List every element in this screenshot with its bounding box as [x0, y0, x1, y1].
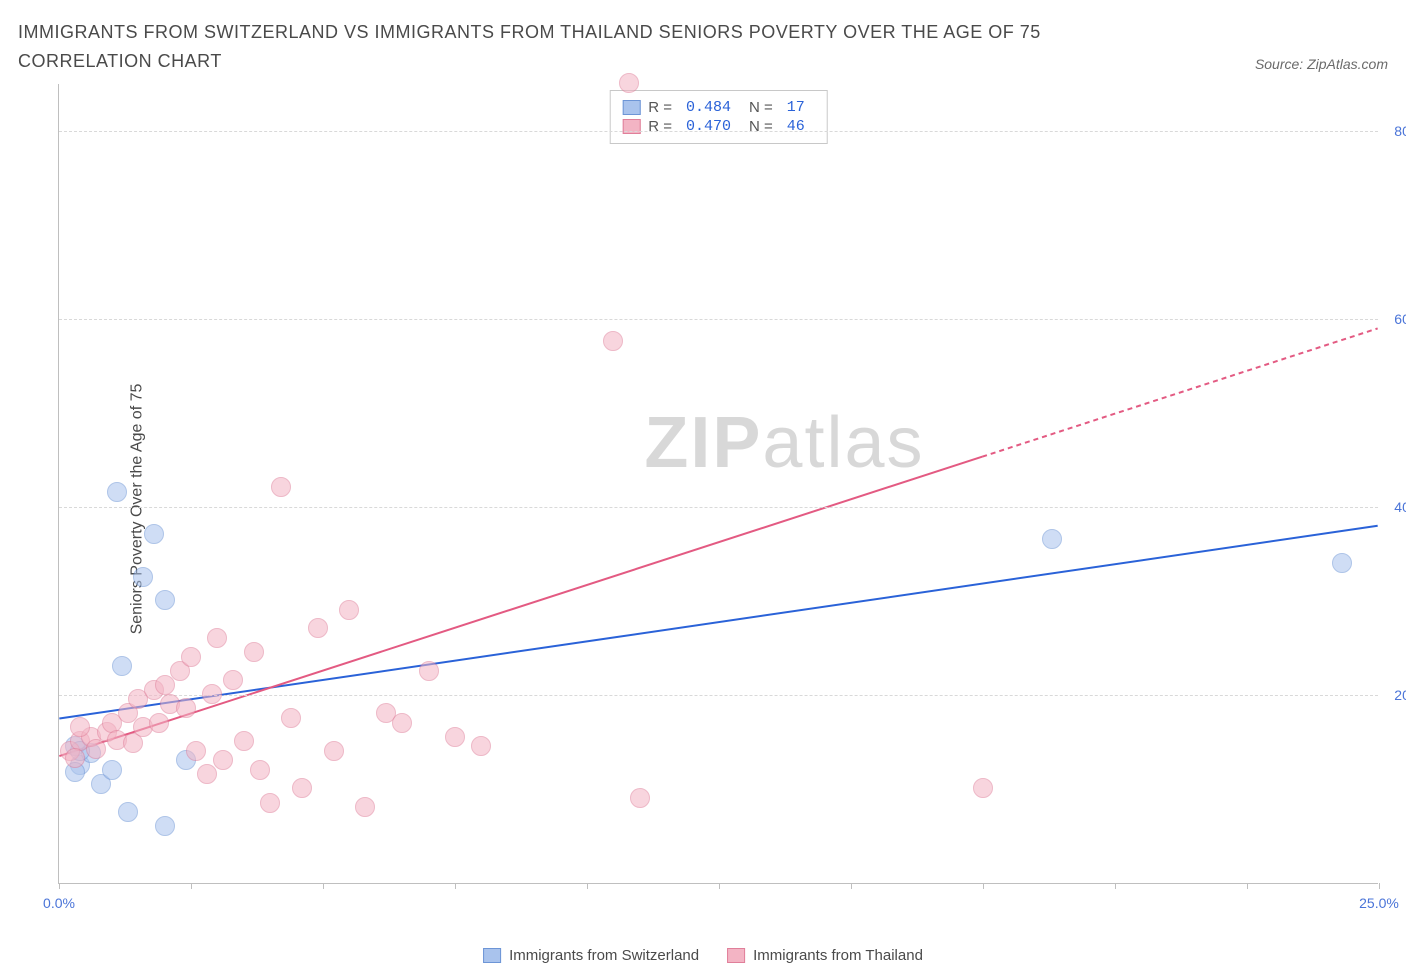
- data-point: [86, 739, 106, 759]
- stat-label: N =: [749, 99, 773, 116]
- legend-stats: R = 0.484 N = 17 R = 0.470 N = 46: [609, 90, 828, 144]
- x-tick: [1379, 883, 1380, 889]
- data-point: [339, 600, 359, 620]
- watermark-light: atlas: [762, 403, 924, 483]
- data-point: [250, 760, 270, 780]
- y-tick-label: 40.0%: [1394, 499, 1406, 515]
- data-point: [260, 793, 280, 813]
- x-tick: [983, 883, 984, 889]
- legend-stat-row: R = 0.470 N = 46: [622, 118, 815, 135]
- legend-swatch: [622, 100, 640, 115]
- stat-label: R =: [648, 118, 672, 135]
- stat-label: N =: [749, 118, 773, 135]
- data-point: [281, 708, 301, 728]
- data-point: [244, 642, 264, 662]
- watermark-bold: ZIP: [644, 403, 762, 483]
- trend-line: [59, 525, 1377, 718]
- data-point: [1332, 553, 1352, 573]
- x-tick: [455, 883, 456, 889]
- legend-swatch: [727, 948, 745, 963]
- legend-swatch: [483, 948, 501, 963]
- legend-series: Immigrants from Switzerland Immigrants fr…: [483, 947, 923, 964]
- stat-value: 0.470: [686, 118, 731, 135]
- data-point: [207, 628, 227, 648]
- data-point: [102, 760, 122, 780]
- data-point: [619, 73, 639, 93]
- x-tick: [1247, 883, 1248, 889]
- x-tick: [719, 883, 720, 889]
- y-tick-label: 60.0%: [1394, 311, 1406, 327]
- data-point: [308, 618, 328, 638]
- data-point: [419, 661, 439, 681]
- data-point: [271, 477, 291, 497]
- stat-label: R =: [648, 99, 672, 116]
- data-point: [118, 802, 138, 822]
- x-tick-label: 25.0%: [1359, 895, 1399, 911]
- x-tick: [323, 883, 324, 889]
- data-point: [107, 482, 127, 502]
- data-point: [445, 727, 465, 747]
- data-point: [292, 778, 312, 798]
- data-point: [149, 713, 169, 733]
- stat-value: 0.484: [686, 99, 731, 116]
- data-point: [186, 741, 206, 761]
- y-tick-label: 20.0%: [1394, 687, 1406, 703]
- y-tick-label: 80.0%: [1394, 123, 1406, 139]
- data-point: [155, 675, 175, 695]
- x-tick: [191, 883, 192, 889]
- stat-value: 17: [787, 99, 805, 116]
- data-point: [630, 788, 650, 808]
- data-point: [223, 670, 243, 690]
- data-point: [181, 647, 201, 667]
- data-point: [324, 741, 344, 761]
- legend-item: Immigrants from Thailand: [727, 947, 923, 964]
- x-tick-label: 0.0%: [43, 895, 75, 911]
- data-point: [234, 731, 254, 751]
- gridline: [59, 131, 1378, 132]
- x-tick: [587, 883, 588, 889]
- legend-stat-row: R = 0.484 N = 17: [622, 99, 815, 116]
- gridline: [59, 695, 1378, 696]
- data-point: [176, 698, 196, 718]
- x-tick: [1115, 883, 1116, 889]
- chart-container: Seniors Poverty Over the Age of 75 ZIPat…: [18, 84, 1388, 934]
- header: IMMIGRANTS FROM SWITZERLAND VS IMMIGRANT…: [18, 18, 1388, 76]
- legend-label: Immigrants from Thailand: [753, 947, 923, 964]
- data-point: [65, 748, 85, 768]
- data-point: [471, 736, 491, 756]
- data-point: [213, 750, 233, 770]
- data-point: [133, 567, 153, 587]
- watermark: ZIPatlas: [644, 402, 924, 484]
- gridline: [59, 319, 1378, 320]
- trend-line: [59, 456, 982, 755]
- source-credit: Source: ZipAtlas.com: [1255, 56, 1388, 76]
- data-point: [973, 778, 993, 798]
- data-point: [603, 331, 623, 351]
- legend-label: Immigrants from Switzerland: [509, 947, 699, 964]
- chart-title: IMMIGRANTS FROM SWITZERLAND VS IMMIGRANT…: [18, 18, 1118, 76]
- data-point: [1042, 529, 1062, 549]
- legend-item: Immigrants from Switzerland: [483, 947, 699, 964]
- stat-value: 46: [787, 118, 805, 135]
- data-point: [197, 764, 217, 784]
- plot-area: ZIPatlas R =0.484N = 17R =0.470N = 46 20…: [58, 84, 1378, 884]
- data-point: [155, 590, 175, 610]
- data-point: [112, 656, 132, 676]
- x-tick: [851, 883, 852, 889]
- data-point: [155, 816, 175, 836]
- gridline: [59, 507, 1378, 508]
- x-tick: [59, 883, 60, 889]
- data-point: [355, 797, 375, 817]
- data-point: [144, 524, 164, 544]
- trend-line: [982, 328, 1378, 456]
- data-point: [70, 717, 90, 737]
- data-point: [392, 713, 412, 733]
- data-point: [202, 684, 222, 704]
